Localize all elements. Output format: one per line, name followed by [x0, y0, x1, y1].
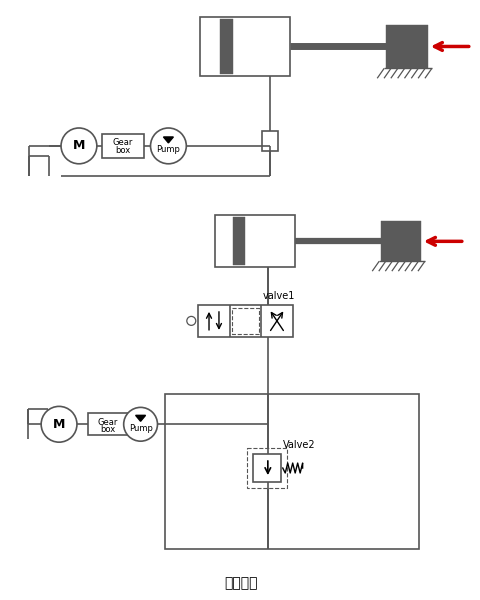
Circle shape: [41, 406, 77, 442]
Text: Pump: Pump: [156, 145, 180, 154]
Text: box: box: [115, 146, 130, 155]
Text: Valve2: Valve2: [282, 440, 315, 450]
Bar: [220, 19, 232, 74]
Text: M: M: [53, 418, 65, 431]
Text: M: M: [72, 139, 85, 152]
Bar: [246, 448, 286, 488]
Bar: [231, 308, 259, 334]
Bar: [88, 413, 127, 435]
Bar: [232, 217, 244, 265]
Circle shape: [150, 128, 186, 164]
Circle shape: [61, 128, 96, 164]
Text: Gear: Gear: [97, 418, 118, 427]
Text: valve1: valve1: [263, 291, 295, 301]
Bar: [261, 131, 277, 151]
Bar: [380, 221, 420, 261]
Text: Pump: Pump: [128, 424, 152, 433]
Circle shape: [186, 316, 195, 325]
Bar: [165, 394, 418, 548]
Bar: [198, 305, 292, 337]
Circle shape: [123, 407, 157, 441]
Bar: [200, 17, 289, 76]
Bar: [252, 454, 280, 482]
Bar: [385, 25, 427, 68]
Text: Gear: Gear: [112, 139, 132, 148]
Polygon shape: [135, 415, 145, 421]
Text: box: box: [100, 425, 115, 434]
Bar: [215, 215, 294, 267]
Text: 液压系统: 液压系统: [224, 577, 257, 590]
Bar: [102, 134, 143, 158]
Polygon shape: [163, 137, 173, 143]
